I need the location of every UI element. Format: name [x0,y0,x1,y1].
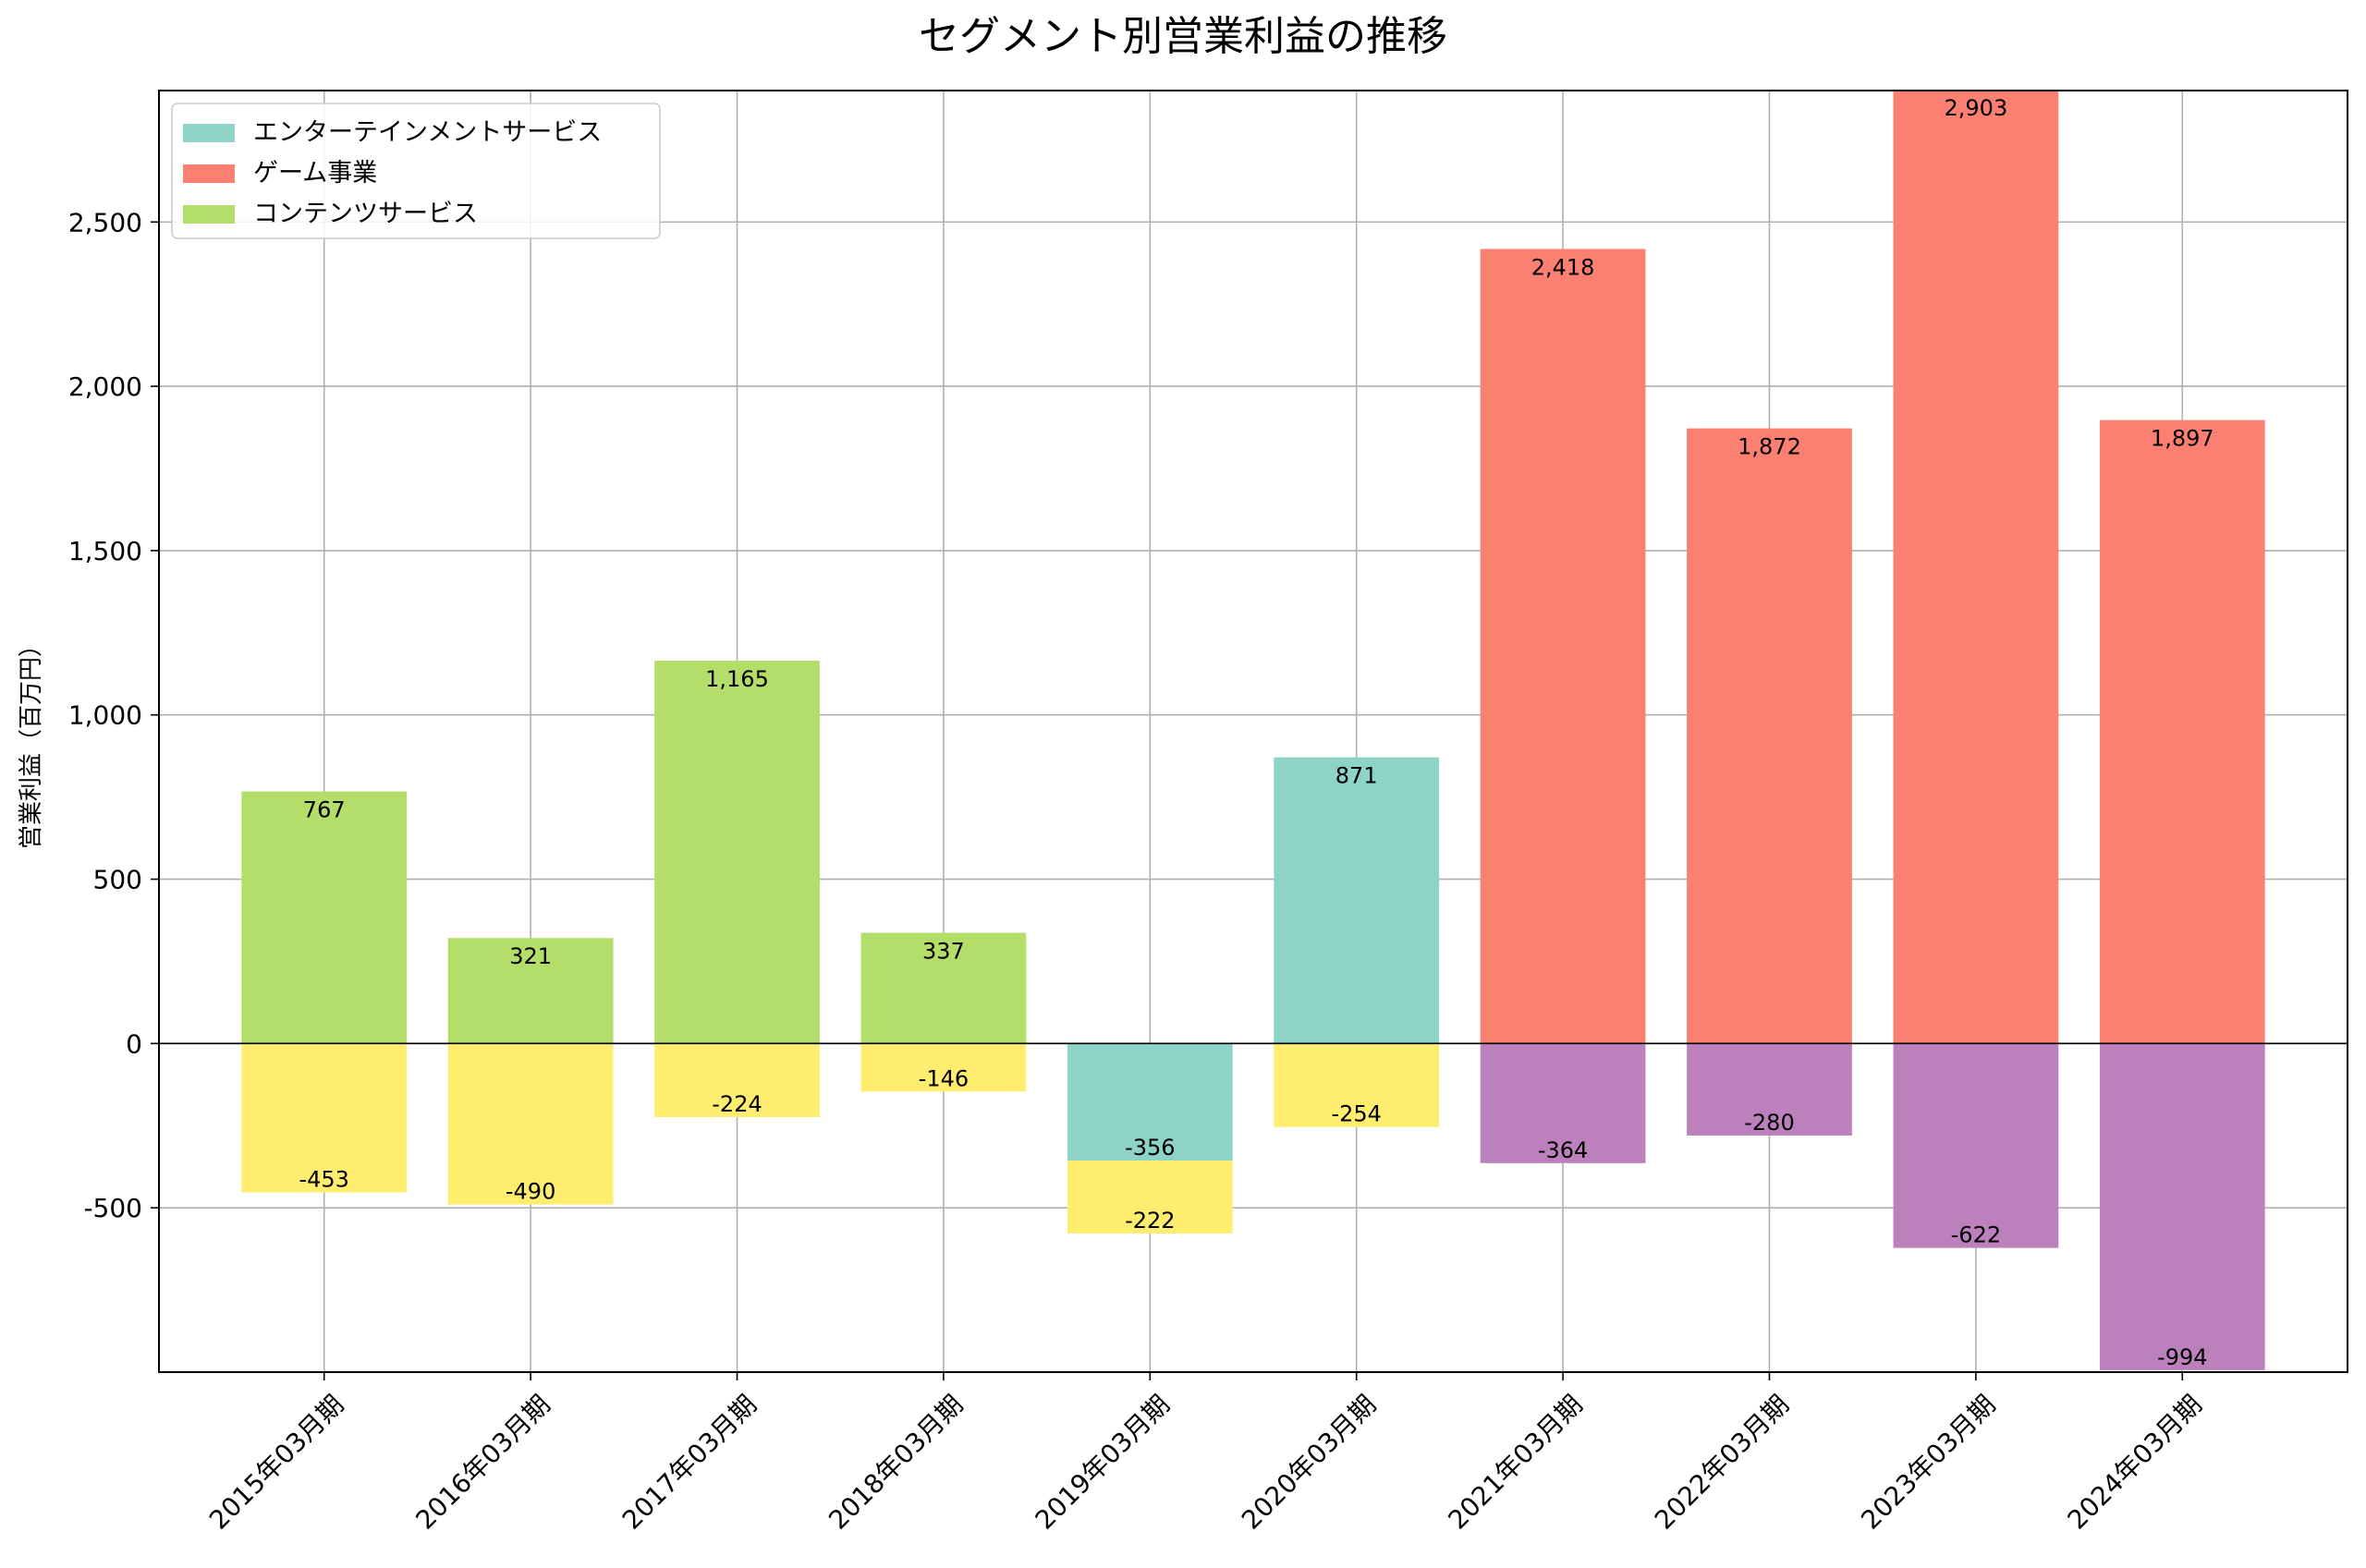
bar [2099,419,2265,1044]
bar [1687,1043,1852,1136]
bar [860,932,1027,1044]
legend-swatch [183,164,235,183]
bar [1274,1043,1440,1127]
data-label: 337 [922,939,965,965]
legend-swatch [183,124,235,142]
y-tick-label: -500 [83,1193,142,1223]
y-axis-label: 営業利益（百万円） [18,633,45,849]
bar [860,1043,1027,1092]
y-tick-label: 1,500 [68,536,142,566]
data-label: -222 [1125,1208,1175,1234]
bar [447,938,614,1044]
data-label: -146 [919,1065,969,1091]
data-label: 871 [1335,763,1378,789]
bar [1480,1043,1646,1163]
legend-box [171,103,661,239]
y-tick-label: 0 [126,1028,142,1059]
data-label: -224 [712,1091,762,1117]
data-label: 2,903 [1945,95,2008,121]
data-label: 1,872 [1738,434,1801,460]
y-tick-label: 2,000 [68,371,142,402]
bar [1067,1043,1233,1161]
bar [2099,1043,2265,1370]
bar [1687,428,1852,1044]
data-label: 1,897 [2151,426,2214,452]
data-label: -994 [2157,1344,2207,1370]
data-label: -364 [1538,1137,1588,1163]
data-label: 2,418 [1531,254,1595,280]
chart-title: セグメント別営業利益の推移 [919,13,1447,60]
legend-swatch [183,205,235,224]
y-tick-label: 2,500 [68,207,142,237]
bar [1893,89,2059,1044]
legend-label: エンターテインメントサービス [253,118,602,147]
data-label: -622 [1951,1222,2001,1248]
y-tick-label: 500 [93,865,142,895]
bars-layer [241,89,2265,1370]
data-label: -254 [1331,1101,1381,1127]
plot-frame [158,90,2348,1373]
legend-label: コンテンツサービス [253,200,478,228]
bar [447,1043,614,1205]
bar [1480,249,1646,1044]
bar [241,791,408,1044]
data-labels-layer: 767 -453 321 -490 1,165 -224 337 -146 -356 -222 87… [299,95,2214,1370]
data-label: 321 [509,943,552,969]
bar [1274,757,1440,1044]
data-label: -356 [1125,1135,1175,1161]
bar [1067,1160,1233,1234]
bar [241,1043,408,1193]
data-label: 1,165 [705,666,769,692]
legend-label: ゲーム事業 [253,159,377,188]
data-label: -490 [506,1179,555,1205]
bar [654,1043,820,1118]
y-tick-label: 1,000 [68,700,142,731]
bar [1893,1043,2059,1248]
data-label: 767 [303,797,346,823]
data-label: -280 [1744,1110,1794,1136]
bar [654,661,820,1044]
data-label: -453 [299,1166,348,1192]
